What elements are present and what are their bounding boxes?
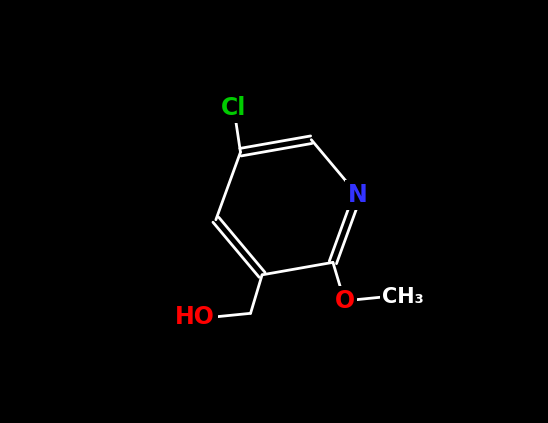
Text: CH₃: CH₃ — [383, 287, 424, 307]
Text: HO: HO — [175, 305, 215, 329]
Text: Cl: Cl — [221, 96, 247, 120]
Text: N: N — [347, 183, 367, 207]
Text: O: O — [334, 289, 355, 313]
